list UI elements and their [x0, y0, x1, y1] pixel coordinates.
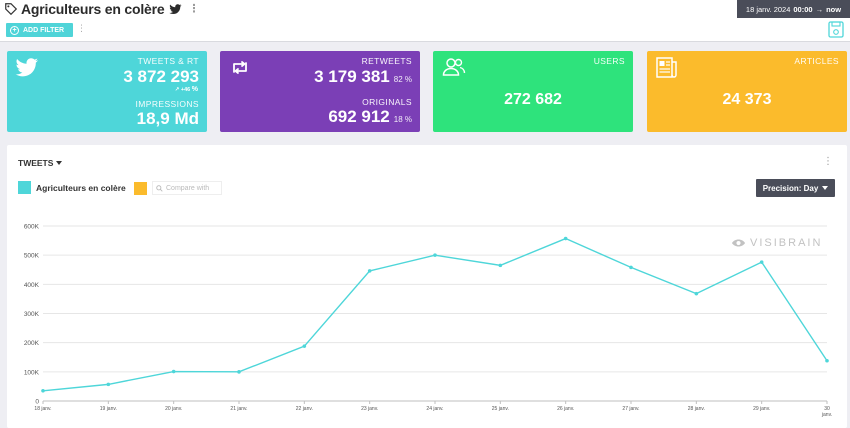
y-tick-label: 0 — [35, 399, 39, 406]
eye-icon — [731, 239, 746, 247]
data-point — [825, 358, 829, 363]
date-range-selector[interactable]: 18 janv. 2024 00:00 → now — [737, 0, 850, 18]
x-tick-label: 19 janv. — [100, 406, 117, 412]
panel-title: TWEETS — [18, 158, 54, 168]
data-point — [629, 265, 633, 270]
compare-input[interactable]: Compare with — [152, 181, 222, 195]
compare-swatch — [134, 181, 147, 195]
tweets-trend-value: +46 — [180, 87, 191, 93]
newspaper-icon — [656, 57, 677, 78]
legend-series[interactable]: Agriculteurs en colère — [18, 181, 126, 194]
data-point — [498, 263, 503, 268]
x-tick-label: 20 janv. — [165, 406, 182, 412]
title-wrap: Agriculteurs en colère ⋮ — [4, 1, 199, 17]
x-tick-label: 29 janv. — [753, 406, 770, 412]
watermark-text: VISIBRAIN — [750, 237, 823, 249]
retweets-value-row: 3 179 381 82 % — [314, 67, 412, 87]
twitter-bird-icon — [169, 3, 182, 14]
data-point — [759, 260, 764, 264]
top-bar: Agriculteurs en colère ⋮ 18 janv. 2024 0… — [0, 0, 850, 20]
y-tick-label: 600K — [24, 224, 40, 231]
legend-compare: Compare with — [134, 181, 222, 195]
y-tick-label: 200K — [24, 340, 40, 347]
x-tick-label: 25 janv. — [492, 406, 509, 412]
search-icon — [156, 184, 163, 192]
trend-up-icon: ↗ — [174, 87, 180, 93]
caret-down-icon — [56, 161, 63, 165]
add-filter-button[interactable]: + ADD FILTER — [6, 23, 73, 37]
tweets-trend: ↗ +46 % — [175, 86, 198, 93]
x-tick-label: 30 janv. — [821, 406, 832, 418]
originals-pct: 18 % — [393, 115, 412, 124]
y-tick-label: 500K — [24, 253, 40, 260]
users-card[interactable]: USERS 272 682 — [433, 51, 633, 132]
originals-value-row: 692 912 18 % — [328, 107, 412, 127]
retweets-value: 3 179 381 — [314, 67, 390, 86]
data-point — [106, 382, 111, 387]
series-line — [42, 237, 828, 392]
articles-card[interactable]: ARTICLES 24 373 — [647, 51, 847, 132]
data-point — [433, 253, 437, 257]
twitter-bird-icon — [15, 58, 39, 77]
tweets-card[interactable]: TWEETS & RT 3 872 293 ↗ +46 % IMPRESSION… — [7, 51, 207, 132]
data-point — [41, 388, 45, 393]
x-tick-label: 21 janv. — [230, 406, 247, 412]
x-tick-label: 24 janv. — [426, 406, 443, 412]
originals-value: 692 912 — [328, 107, 390, 126]
users-label: USERS — [593, 56, 625, 66]
x-tick-label: 27 janv. — [622, 406, 639, 412]
date-end: now — [826, 4, 842, 14]
title-menu-kebab[interactable]: ⋮ — [188, 2, 200, 15]
visibrain-watermark: VISIBRAIN — [731, 237, 822, 249]
data-point — [237, 370, 241, 374]
data-point — [367, 269, 372, 273]
panel-menu-kebab[interactable]: ⋮ — [823, 156, 833, 167]
retweets-label: RETWEETS — [361, 56, 412, 66]
page-title: Agriculteurs en colère — [21, 1, 165, 17]
series-swatch — [18, 181, 31, 194]
data-point — [563, 236, 568, 241]
save-icon[interactable] — [828, 21, 844, 38]
time-start: 00:00 — [793, 4, 813, 14]
add-filter-label: ADD FILTER — [23, 26, 65, 34]
precision-label: Precision: Day — [762, 183, 819, 193]
originals-label: ORIGINALS — [362, 97, 412, 107]
retweets-card[interactable]: RETWEETS 3 179 381 82 % ORIGINALS 692 912… — [220, 51, 420, 132]
x-tick-label: 26 janv. — [557, 406, 574, 412]
y-tick-label: 100K — [24, 369, 40, 376]
filter-menu-kebab[interactable]: ⋮ — [77, 23, 86, 33]
chart-metric-dropdown[interactable]: TWEETS — [18, 158, 63, 168]
y-tick-label: 300K — [24, 311, 40, 318]
compare-placeholder: Compare with — [166, 184, 210, 192]
retweets-pct: 82 % — [393, 75, 412, 84]
users-icon — [442, 58, 466, 76]
impressions-label: IMPRESSIONS — [135, 99, 199, 109]
impressions-value: 18,9 Md — [136, 109, 199, 128]
x-tick-label: 23 janv. — [361, 406, 378, 412]
articles-value: 24 373 — [722, 91, 772, 108]
tweets-value: 3 872 293 — [123, 67, 199, 86]
x-tick-label: 18 janv. — [34, 406, 51, 412]
tag-icon — [5, 3, 18, 16]
x-tick-label: 28 janv. — [688, 406, 705, 412]
x-tick-label: 22 janv. — [296, 406, 313, 412]
line-chart: 0 100K 200K 300K 400K 500K 600K 18 janv. 19 janv… — [24, 224, 832, 419]
arrow-icon: → — [815, 4, 824, 14]
plus-circle-icon: + — [10, 25, 19, 35]
users-value: 272 682 — [504, 91, 562, 108]
tweets-label: TWEETS & RT — [137, 56, 199, 66]
data-point — [171, 369, 176, 374]
articles-label: ARTICLES — [794, 56, 839, 66]
tweets-trend-unit: % — [191, 86, 198, 93]
caret-down-icon — [822, 186, 829, 190]
legend-series-label: Agriculteurs en colère — [36, 182, 126, 193]
tweets-chart-panel: 0 100K 200K 300K 400K 500K 600K 18 janv. 19 janv… — [7, 145, 847, 428]
precision-dropdown[interactable]: Precision: Day — [756, 179, 835, 197]
data-point — [694, 291, 699, 296]
y-tick-label: 400K — [24, 282, 40, 289]
data-point — [302, 344, 307, 348]
retweet-icon — [233, 61, 247, 74]
date-start: 18 janv. 2024 — [745, 4, 791, 14]
filter-bar: + ADD FILTER ⋮ — [0, 20, 850, 42]
